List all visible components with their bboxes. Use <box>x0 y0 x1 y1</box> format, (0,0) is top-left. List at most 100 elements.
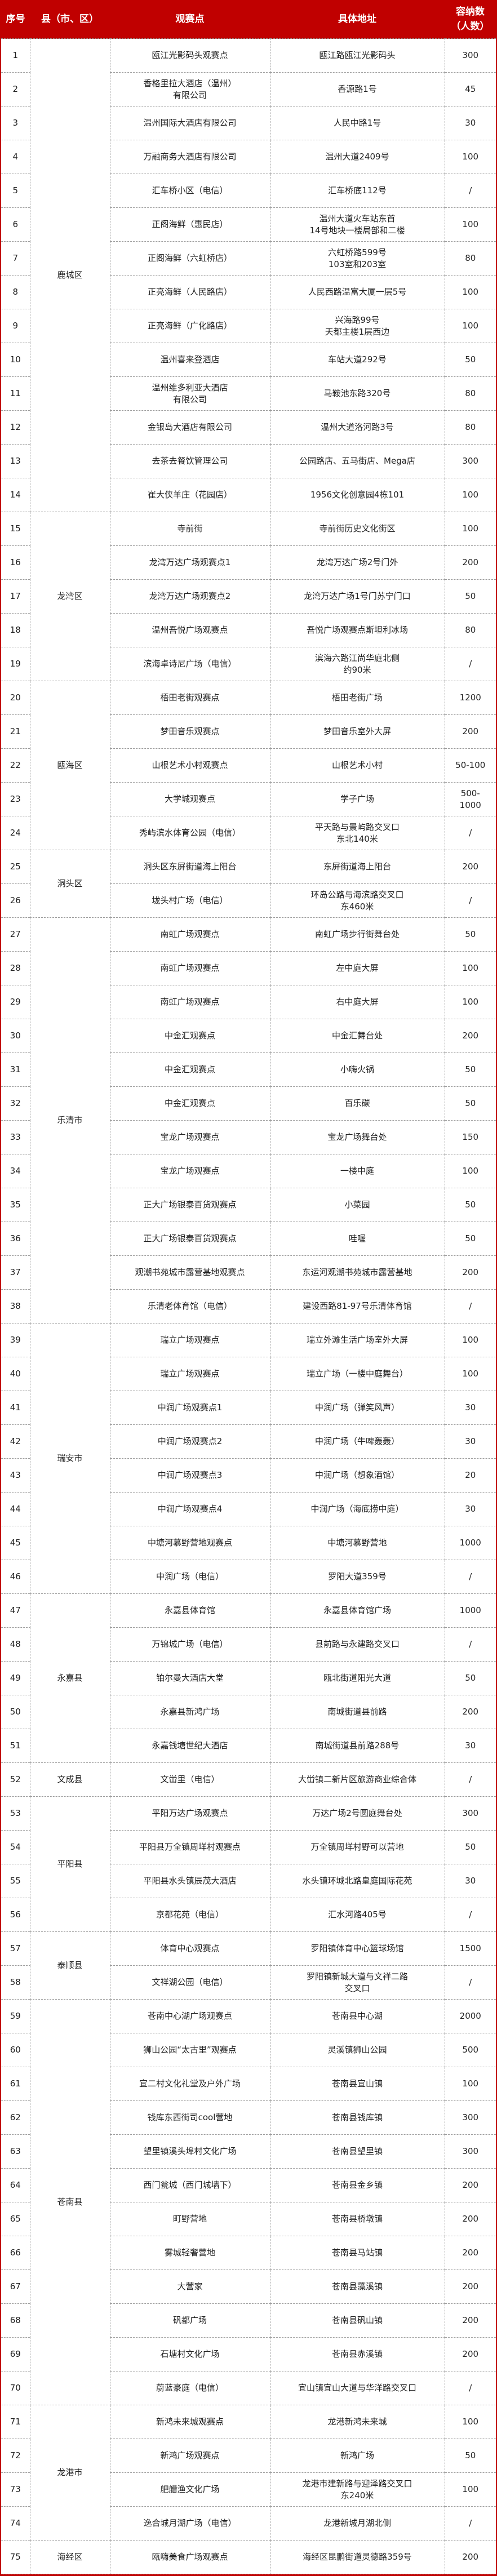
address-cell: 罗阳镇体育中心篮球场馆 <box>269 1931 445 1966</box>
venue-cell: 中金汇观赛点 <box>109 1052 270 1087</box>
district-cell: 永嘉县 <box>29 1593 110 1763</box>
row-number: 35 <box>1 1188 30 1222</box>
venue-cell: 梦田音乐观赛点 <box>109 714 270 749</box>
capacity-cell: 1200 <box>444 681 496 715</box>
venue-cell: 蔚蓝豪庭（电信） <box>109 2371 270 2405</box>
address-cell: 公园路店、五马街店、Mega店 <box>269 444 445 478</box>
district-cell: 洞头区 <box>29 850 110 918</box>
address-cell: 中润广场（弹笑风声） <box>269 1391 445 1425</box>
venue-cell: 瑞立广场观赛点 <box>109 1357 270 1391</box>
header-seq: 序号 <box>1 0 30 39</box>
venue-cell: 京都花苑（电信） <box>109 1898 270 1932</box>
row-number: 14 <box>1 478 30 512</box>
row-number: 19 <box>1 647 30 681</box>
capacity-cell: 50 <box>444 343 496 377</box>
row-number: 64 <box>1 2168 30 2202</box>
capacity-cell: 2000 <box>444 1999 496 2033</box>
venue-cell: 中润广场观赛点4 <box>109 1492 270 1526</box>
capacity-cell: / <box>444 816 496 850</box>
address-cell: 苍南县桥墩镇 <box>269 2202 445 2236</box>
address-cell: 1956文化创意园4栋101 <box>269 478 445 512</box>
row-number: 9 <box>1 309 30 343</box>
row-number: 60 <box>1 2033 30 2067</box>
venue-cell: 洞头区东屏街道海上阳台 <box>109 850 270 884</box>
table-row: 44 中润广场观赛点4 中润广场（海底捞中庭） 30 <box>1 1492 496 1526</box>
capacity-cell: 300 <box>444 2134 496 2169</box>
header-district: 县（市、区） <box>30 0 110 39</box>
district-cell: 瓯海区 <box>29 681 110 850</box>
row-number: 41 <box>1 1391 30 1425</box>
table-row: 9 正亮海鲜（广化路店） 兴海路99号 天都主楼1层西边 100 <box>1 309 496 343</box>
table-row: 1 鹿城区 瓯江光影码头观赛点 瓯江路瓯江光影码头 300 <box>1 38 496 512</box>
row-number: 23 <box>1 782 30 816</box>
row-number: 31 <box>1 1052 30 1087</box>
venue-cell: 瑞立广场观赛点 <box>109 1323 270 1357</box>
address-cell: 梦田音乐室外大屏 <box>269 714 445 749</box>
row-number: 69 <box>1 2337 30 2371</box>
venue-cell: 万锦城广场（电信） <box>109 1627 270 1662</box>
address-cell: 瑞立外滩生活广场室外大屏 <box>269 1323 445 1357</box>
capacity-cell: 200 <box>444 2202 496 2236</box>
row-number: 75 <box>1 2540 30 2574</box>
table-row: 37 观潮书苑城市露营基地观赛点 东运河观潮书苑城市露营基地 200 <box>1 1255 496 1290</box>
address-cell: 南城街道县前路 <box>269 1695 445 1729</box>
venue-cell: 新鸿未来城观赛点 <box>109 2405 270 2439</box>
capacity-cell: 50 <box>444 917 496 952</box>
capacity-cell: 150 <box>444 1120 496 1154</box>
table-row: 28 南虹广场观赛点 左中庭大屏 100 <box>1 951 496 985</box>
capacity-cell: 200 <box>444 1695 496 1729</box>
venue-cell: 南虹广场观赛点 <box>109 985 270 1019</box>
row-number: 33 <box>1 1120 30 1154</box>
venue-cell: 温州维多利亚大酒店 有限公司 <box>109 376 270 411</box>
capacity-cell: 50 <box>444 1830 496 1864</box>
capacity-cell: 200 <box>444 714 496 749</box>
capacity-cell: 50 <box>444 2439 496 2473</box>
venue-cell: 宝龙广场观赛点 <box>109 1154 270 1188</box>
capacity-cell: 100 <box>444 207 496 242</box>
table-row: 20 瓯海区 梧田老街观赛点 梧田老街广场 1200 <box>1 681 496 850</box>
capacity-cell: 500- 1000 <box>444 782 496 816</box>
address-cell: 苍南县宜山镇 <box>269 2067 445 2101</box>
row-number: 32 <box>1 1086 30 1121</box>
capacity-cell: / <box>444 174 496 208</box>
capacity-cell: 200 <box>444 1019 496 1053</box>
table-row: 56 京都花苑（电信） 汇水河路405号 / <box>1 1898 496 1932</box>
table-row: 38 乐清老体育馆（电信） 建设西路81-97号乐清体育馆 / <box>1 1289 496 1323</box>
capacity-cell: 50 <box>444 1086 496 1121</box>
address-cell: 中塘河慕野营地 <box>269 1526 445 1560</box>
address-cell: 中润广场（想象酒馆） <box>269 1458 445 1493</box>
address-cell: 温州大道2409号 <box>269 140 445 174</box>
venue-cell: 宝龙广场观赛点 <box>109 1120 270 1154</box>
capacity-cell: 80 <box>444 241 496 276</box>
row-number: 61 <box>1 2067 30 2101</box>
capacity-cell: 50 <box>444 1052 496 1087</box>
venue-cell: 正阁海鲜（惠民店） <box>109 207 270 242</box>
table-row: 16 龙湾万达广场观赛点1 龙湾万达广场2号门外 200 <box>1 545 496 580</box>
row-number: 27 <box>1 917 30 952</box>
table-row: 39 瑞安市 瑞立广场观赛点 瑞立外滩生活广场室外大屏 100 <box>1 1323 496 1594</box>
row-number: 34 <box>1 1154 30 1188</box>
venue-cell: 矾都广场 <box>109 2303 270 2338</box>
row-number: 66 <box>1 2236 30 2270</box>
venue-cell: 舥艚渔文化广场 <box>109 2472 270 2507</box>
venue-cell: 石塘村文化广场 <box>109 2337 270 2371</box>
row-number: 53 <box>1 1796 30 1831</box>
table-row: 41 中润广场观赛点1 中润广场（弹笑风声） 30 <box>1 1391 496 1425</box>
venue-cell: 体育中心观赛点 <box>109 1931 270 1966</box>
row-number: 39 <box>1 1323 30 1357</box>
address-cell: 苍南县藻溪镇 <box>269 2269 445 2304</box>
row-number: 51 <box>1 1729 30 1763</box>
capacity-cell: 50 <box>444 1188 496 1222</box>
capacity-cell: 300 <box>444 444 496 478</box>
capacity-cell: 30 <box>444 1492 496 1526</box>
address-cell: 龙湾万达广场2号门外 <box>269 545 445 580</box>
venue-cell: 梧田老街观赛点 <box>109 681 270 715</box>
address-cell: 苍南县金乡镇 <box>269 2168 445 2202</box>
venue-cell: 平阳县万全镇周垟村观赛点 <box>109 1830 270 1864</box>
table-row: 50 永嘉县新鸿广场 南城街道县前路 200 <box>1 1695 496 1729</box>
district-cell: 苍南县 <box>29 1999 110 2405</box>
table-row: 15 龙湾区 寺前街 寺前街历史文化街区 100 <box>1 512 496 681</box>
capacity-cell: / <box>444 1289 496 1323</box>
capacity-cell: 200 <box>444 2236 496 2270</box>
